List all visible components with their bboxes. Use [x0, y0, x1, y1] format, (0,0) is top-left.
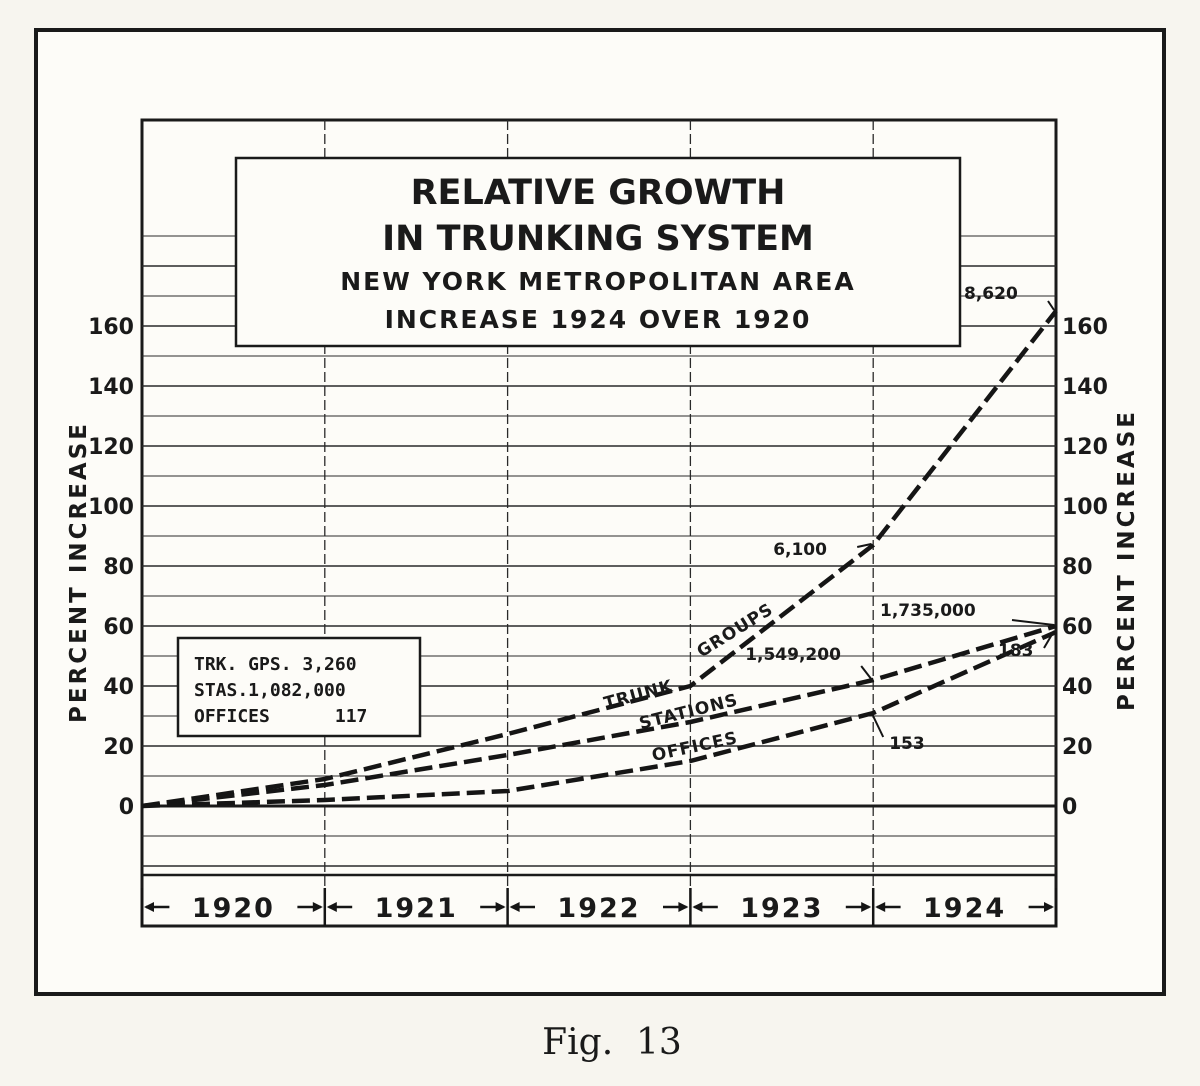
arrowhead: [144, 902, 154, 912]
year-label: 1922: [557, 893, 640, 924]
title-box: RELATIVE GROWTH IN TRUNKING SYSTEM NEW Y…: [234, 156, 962, 348]
y-tick-label-right: 140: [1062, 375, 1108, 400]
y-tick-label-right: 40: [1062, 675, 1093, 700]
base-trunk-groups: TRK. GPS. 3,260: [194, 654, 357, 675]
title-box-frame: [234, 156, 962, 348]
y-tick-label-left: 20: [103, 735, 134, 760]
year-label: 1921: [375, 893, 458, 924]
y-tick-label-right: 80: [1062, 555, 1093, 580]
arrowhead: [509, 902, 520, 912]
base-values-box: TRK. GPS. 3,260 STAS.1,082,000 OFFICES 1…: [176, 636, 422, 738]
series-line-trunk-groups: [141, 309, 1058, 809]
arrowhead: [861, 902, 872, 912]
y-tick-label-left: 0: [119, 795, 134, 820]
arrowhead: [692, 902, 703, 912]
y-tick-label-left: 160: [88, 315, 134, 340]
base-offices: OFFICES 117: [194, 706, 367, 727]
annotation-leader: [1043, 630, 1055, 649]
year-axis: 1920 1921 1922 1923 1924: [140, 888, 1058, 926]
annotation-label: 183: [998, 641, 1034, 661]
series-line-offices: [141, 629, 1057, 809]
y-tick-label-left: 140: [88, 375, 134, 400]
annotation-label: 6,100: [773, 540, 827, 560]
annotation-leader: [1011, 619, 1055, 626]
base-values-frame: [176, 636, 422, 738]
y-tick-label-right: 0: [1062, 795, 1077, 820]
figure-caption: Fig. 13: [542, 1022, 682, 1063]
chart-title-line-2: IN TRUNKING SYSTEM: [382, 219, 814, 259]
series-lines: [141, 309, 1058, 809]
annotation-label: 1,549,200: [745, 645, 841, 665]
year-label: 1923: [740, 893, 823, 924]
chart-title-line-1: RELATIVE GROWTH: [411, 173, 786, 213]
y-tick-label-left: 40: [103, 675, 134, 700]
chart-subtitle-line-2: INCREASE 1924 OVER 1920: [385, 305, 812, 334]
arrowhead: [495, 902, 506, 912]
year-label: 1924: [923, 893, 1006, 924]
arrowhead: [678, 902, 689, 912]
y-tick-label-left: 80: [103, 555, 134, 580]
annotation-label: 153: [889, 734, 925, 754]
y-tick-label-right: 100: [1062, 495, 1108, 520]
y-tick-label-right: 20: [1062, 735, 1093, 760]
annotation-leader: [856, 543, 872, 548]
y-tick-label-right: 60: [1062, 615, 1093, 640]
data-annotations: 8,620 6,100 1,735,000 1,549,200 183 153: [745, 284, 1055, 754]
series-line-stations: [141, 623, 1057, 809]
base-stations: STAS.1,082,000: [194, 680, 346, 701]
annotation-leader: [860, 665, 872, 680]
y-tick-label-right: 120: [1062, 435, 1108, 460]
y-axis-title-left: PERCENT INCREASE: [66, 421, 92, 723]
y-axis-right: 0 20 40 60 80 100 120 140 160: [1062, 315, 1108, 820]
annotation-label: 1,735,000: [880, 601, 976, 621]
arrowhead: [326, 902, 337, 912]
arrowhead: [312, 902, 323, 912]
annotation-leader: [870, 711, 885, 738]
y-tick-label-left: 100: [88, 495, 134, 520]
arrowhead: [1044, 902, 1054, 912]
annotation-leader: [1047, 300, 1055, 311]
y-axis-left: 0 20 40 60 80 100 120 140 160: [88, 315, 134, 820]
chart-subtitle-line-1: NEW YORK METROPOLITAN AREA: [340, 267, 856, 296]
annotation-label: 8,620: [964, 284, 1018, 304]
y-tick-label-right: 160: [1062, 315, 1108, 340]
y-tick-label-left: 120: [88, 435, 134, 460]
year-label: 1920: [192, 893, 275, 924]
y-axis-title-right: PERCENT INCREASE: [1114, 409, 1140, 711]
y-tick-label-left: 60: [103, 615, 134, 640]
arrowhead: [875, 902, 886, 912]
